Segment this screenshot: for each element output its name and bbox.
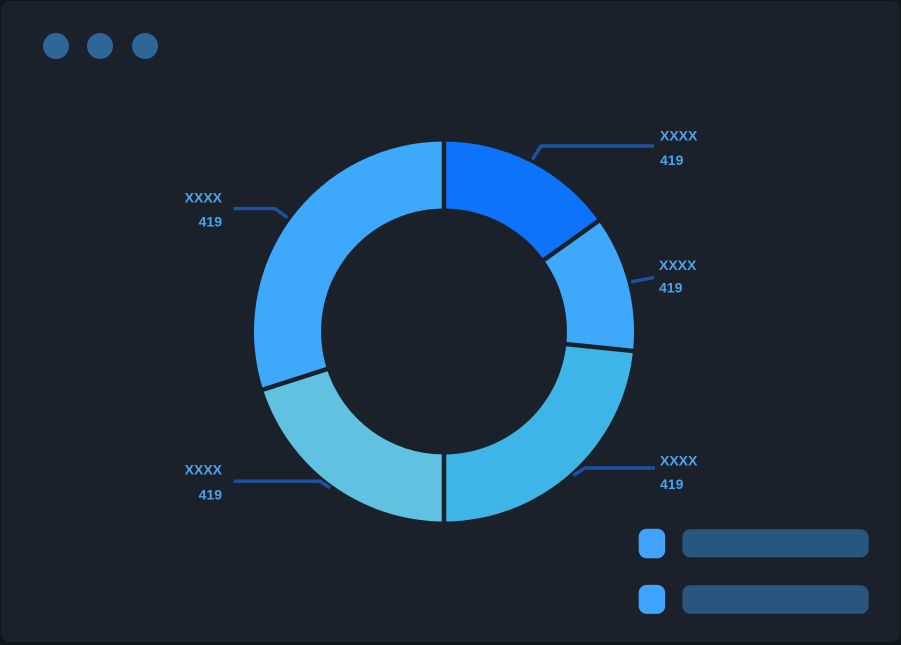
svg-text:XXXX: XXXX [660,128,698,144]
svg-text:419: 419 [660,152,684,168]
svg-text:419: 419 [659,280,683,296]
svg-text:XXXX: XXXX [659,257,697,273]
svg-text:XXXX: XXXX [660,453,698,469]
svg-text:419: 419 [660,476,684,492]
svg-text:XXXX: XXXX [185,189,223,205]
svg-text:419: 419 [199,487,223,503]
svg-text:XXXX: XXXX [185,461,223,477]
svg-text:419: 419 [199,213,223,229]
